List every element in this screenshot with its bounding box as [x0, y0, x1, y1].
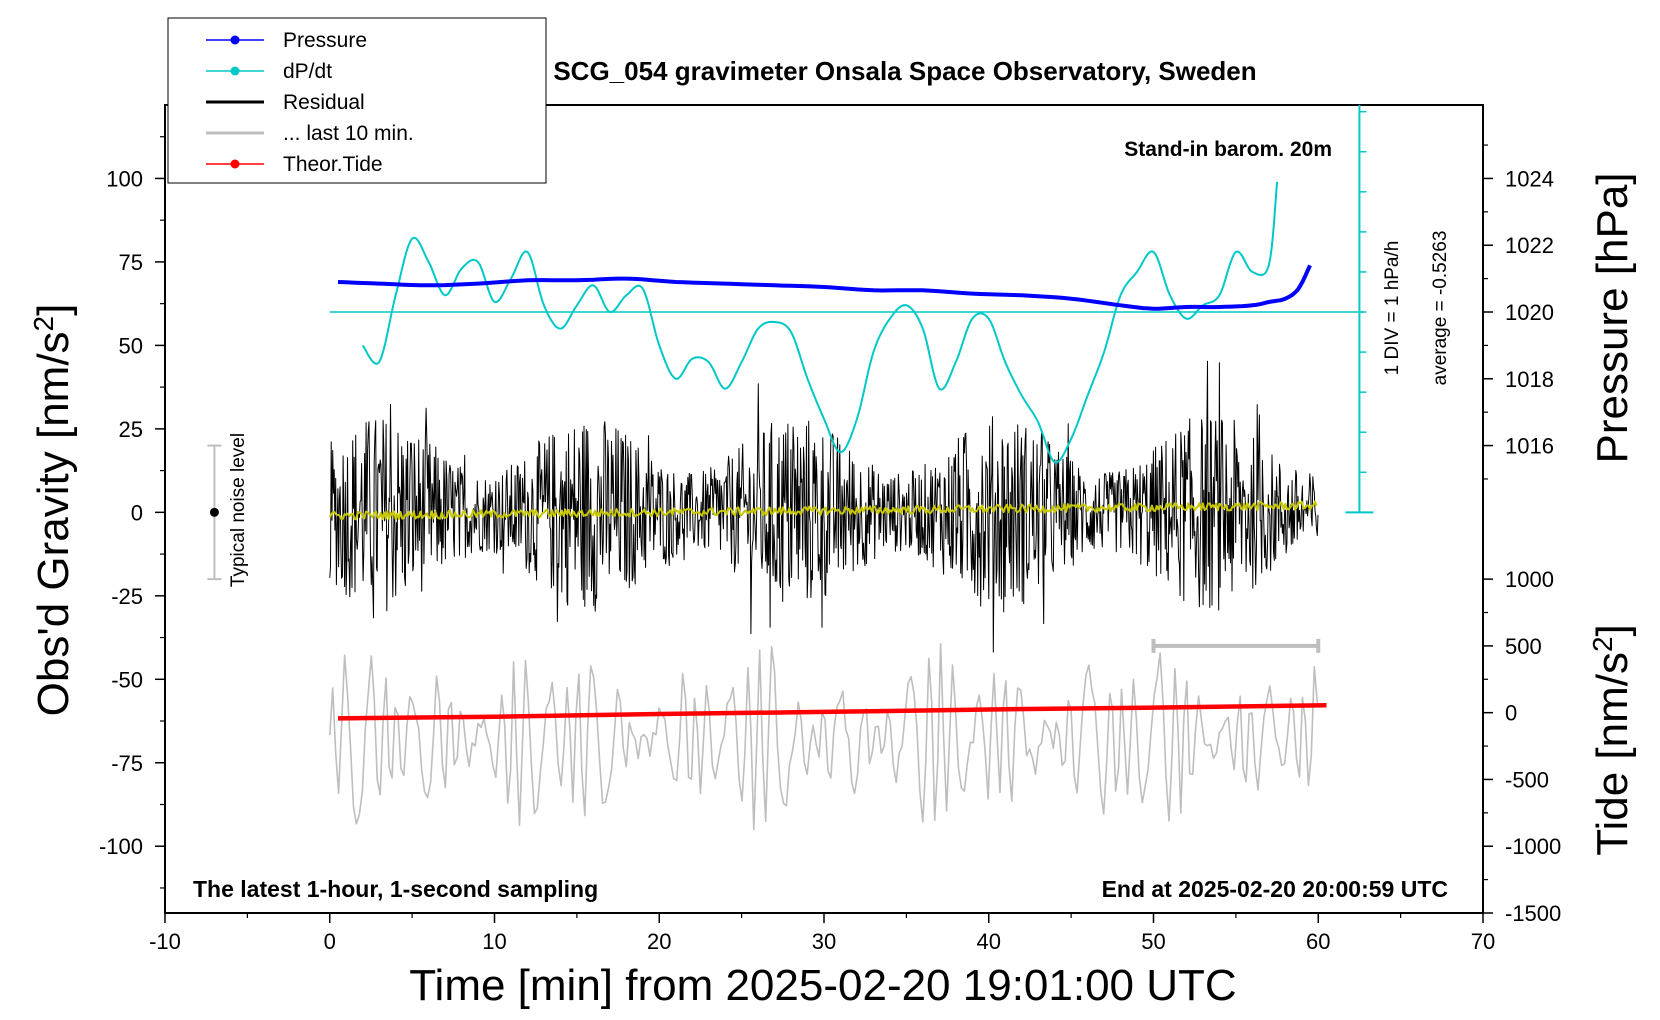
- residual-mean-line: [328, 500, 1318, 521]
- last-10-min-line: [329, 643, 1319, 831]
- y-right-tide-label: Tide [nm/s2]: [1587, 624, 1638, 856]
- x-tick-label: 40: [977, 929, 1001, 954]
- y-pressure-tick-label: 1020: [1505, 300, 1554, 325]
- x-tick-label: 0: [324, 929, 336, 954]
- tide-label-main: Tide [nm/s: [1588, 652, 1637, 856]
- y-left-tick-label: 25: [119, 417, 143, 442]
- subtitle-right: Stand-in barom. 20m: [1124, 138, 1332, 161]
- dpdt-series: [329, 105, 1374, 514]
- dpdt-scale-label: 1 DIV = 1 hPa/h: [1382, 241, 1403, 376]
- noise-level-label: Typical noise level: [228, 433, 249, 587]
- x-tick-label: -10: [149, 929, 181, 954]
- y-pressure-tick-label: 1016: [1505, 434, 1554, 459]
- dpdt-average-label: average = -0.5263: [1430, 231, 1451, 386]
- y-left-axis-label: Obs'd Gravity [nm/s2]: [28, 304, 79, 717]
- y-tide-tick-label: 0: [1505, 701, 1517, 726]
- legend-label: Residual: [283, 91, 365, 114]
- y-left-tick-label: 0: [131, 500, 143, 525]
- y-left-tick-label: 50: [119, 333, 143, 358]
- chart-title: SCG_054 gravimeter Onsala Space Observat…: [553, 56, 1256, 86]
- x-tick-label: 50: [1141, 929, 1165, 954]
- y-tide-tick-label: -1500: [1505, 901, 1561, 926]
- legend-label: Theor.Tide: [283, 153, 383, 176]
- y-pressure-tick-label: 1024: [1505, 166, 1554, 191]
- residual-line: [329, 360, 1319, 653]
- y-left-label-main: Obs'd Gravity [nm/s: [29, 331, 78, 716]
- y-tide-tick-label: 1000: [1505, 567, 1554, 592]
- y-left-tick-label: -100: [99, 834, 143, 859]
- y-left-tick-label: 75: [119, 250, 143, 275]
- y-pressure-tick-label: 1018: [1505, 367, 1554, 392]
- legend-label: Pressure: [283, 29, 367, 52]
- y-left-tick-label: -50: [111, 667, 143, 692]
- y-tide-tick-label: -1000: [1505, 834, 1561, 859]
- footer-left: The latest 1-hour, 1-second sampling: [193, 876, 598, 902]
- y-left-tick-label: -75: [111, 751, 143, 776]
- y-left-label-sup: 2: [28, 316, 59, 332]
- pressure-series: [337, 264, 1312, 311]
- x-tick-label: 70: [1471, 929, 1495, 954]
- tide-label-end: ]: [1588, 624, 1637, 636]
- y-tide-tick-label: -500: [1505, 767, 1549, 792]
- y-left-tick-label: 100: [106, 166, 143, 191]
- legend: Pressure dP/dt Residual ... last 10 min. The…: [167, 17, 547, 184]
- legend-swatch-marker: [230, 66, 240, 76]
- x-tick-label: 20: [647, 929, 671, 954]
- x-tick-label: 10: [482, 929, 506, 954]
- pressure-line: [337, 264, 1312, 311]
- x-tick-label: 30: [812, 929, 836, 954]
- legend-label: dP/dt: [283, 60, 332, 83]
- y-tide-tick-label: 500: [1505, 634, 1542, 659]
- axes-ticks: -10 0 10 20 30 40 50 60 701007550250-25-50-75-10…: [99, 136, 1561, 954]
- legend-swatch-marker: [230, 35, 240, 45]
- y-right-pressure-label: Pressure [hPa]: [1588, 172, 1637, 463]
- legend-label: ... last 10 min.: [283, 122, 414, 145]
- y-left-label-end: ]: [29, 304, 78, 316]
- last-10-min-series: [329, 638, 1321, 831]
- residual-series: [328, 360, 1319, 653]
- x-axis-label: Time [min] from 2025-02-20 19:01:00 UTC: [409, 961, 1236, 1010]
- y-pressure-tick-label: 1022: [1505, 233, 1554, 258]
- legend-items: Pressure dP/dt Residual ... last 10 min. The…: [206, 29, 414, 176]
- dpdt-line: [361, 181, 1279, 464]
- y-left-tick-label: -25: [111, 584, 143, 609]
- tide-series: [337, 703, 1327, 721]
- noise-bar: [207, 444, 222, 581]
- tide-line: [337, 703, 1327, 721]
- legend-swatch-marker: [230, 159, 240, 169]
- tide-label-sup: 2: [1587, 636, 1618, 652]
- noise-bar-dot: [209, 507, 219, 517]
- footer-right: End at 2025-02-20 20:00:59 UTC: [1102, 876, 1448, 902]
- x-tick-label: 60: [1306, 929, 1330, 954]
